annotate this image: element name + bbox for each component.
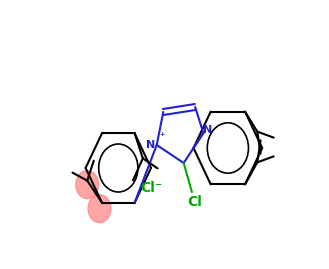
Text: N: N [203, 125, 212, 135]
Ellipse shape [88, 195, 111, 223]
Text: Cl⁻: Cl⁻ [140, 181, 162, 195]
Ellipse shape [76, 171, 99, 199]
Text: ⁺: ⁺ [159, 132, 164, 142]
Text: N: N [145, 140, 155, 150]
Text: Cl: Cl [188, 195, 203, 209]
